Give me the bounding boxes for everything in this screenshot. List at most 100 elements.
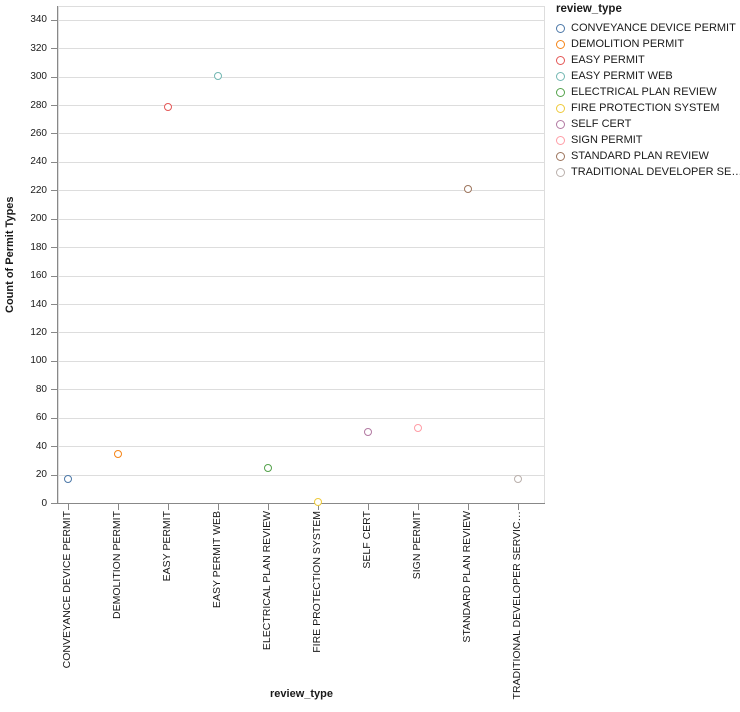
x-tick-label: CONVEYANCE DEVICE PERMIT: [61, 511, 73, 669]
y-tick-label: 160: [30, 270, 47, 282]
data-point: [414, 424, 422, 433]
grid-line: [58, 190, 545, 192]
grid-line: [58, 19, 545, 21]
y-tick-label: 0: [41, 497, 47, 509]
y-tick-label: 40: [35, 440, 47, 452]
grid-line: [58, 161, 545, 163]
y-tick-label: 280: [30, 99, 47, 111]
y-axis-tick: [51, 190, 57, 192]
legend-swatch-circle: [556, 39, 565, 49]
x-axis-title: review_type: [270, 688, 333, 700]
legend-item: TRADITIONAL DEVELOPER SE…: [556, 164, 740, 180]
data-point: [514, 475, 522, 484]
legend-item: CONVEYANCE DEVICE PERMIT: [556, 20, 740, 36]
legend-swatch-circle: [556, 23, 565, 33]
y-tick-label: 200: [30, 213, 47, 225]
y-axis-tick: [51, 332, 57, 334]
x-axis-tick: [517, 504, 519, 510]
x-tick-label: DEMOLITION PERMIT: [111, 511, 123, 619]
data-point: [314, 498, 322, 507]
y-axis-tick: [51, 133, 57, 135]
x-axis-tick: [317, 504, 319, 510]
y-axis-tick: [51, 19, 57, 21]
grid-line: [58, 332, 545, 334]
legend-swatch-circle: [556, 55, 565, 65]
y-tick-label: 220: [30, 184, 47, 196]
data-point: [464, 185, 472, 194]
data-point: [214, 71, 222, 80]
legend-item: STANDARD PLAN REVIEW: [556, 148, 740, 164]
legend-swatch-circle: [556, 87, 565, 97]
legend-item: SIGN PERMIT: [556, 132, 740, 148]
y-tick-label: 80: [35, 383, 47, 395]
y-tick-label: 120: [30, 326, 47, 338]
legend-item: EASY PERMIT WEB: [556, 68, 740, 84]
x-axis-tick: [217, 504, 219, 510]
grid-line: [58, 360, 545, 362]
legend-item-label: ELECTRICAL PLAN REVIEW: [571, 86, 717, 98]
legend-items: CONVEYANCE DEVICE PERMIT DEMOLITION PERMI…: [556, 20, 740, 180]
y-axis-tick: [51, 360, 57, 362]
legend-item: FIRE PROTECTION SYSTEM: [556, 100, 740, 116]
legend: review_type CONVEYANCE DEVICE PERMIT DEMO…: [556, 3, 740, 180]
y-tick-label: 340: [30, 14, 47, 26]
grid-line: [58, 304, 545, 305]
x-axis-tick: [117, 504, 119, 510]
y-axis-tick: [51, 105, 57, 106]
legend-item: EASY PERMIT: [556, 52, 740, 68]
y-axis-tick: [51, 446, 57, 448]
legend-item: DEMOLITION PERMIT: [556, 36, 740, 52]
x-axis-tick: [67, 504, 69, 510]
y-axis-tick: [51, 304, 57, 305]
y-axis-tick: [51, 218, 57, 220]
x-axis-line: [57, 503, 545, 504]
x-tick-label: EASY PERMIT: [161, 511, 173, 582]
data-point: [64, 475, 72, 484]
legend-swatch-circle: [556, 119, 565, 129]
legend-item: ELECTRICAL PLAN REVIEW: [556, 84, 740, 100]
grid-line: [58, 417, 545, 419]
grid-line: [58, 76, 545, 78]
y-tick-label: 100: [30, 355, 47, 367]
y-axis-tick: [51, 503, 57, 504]
legend-item-label: TRADITIONAL DEVELOPER SE…: [571, 166, 740, 178]
y-axis-tick: [51, 247, 57, 249]
y-tick-label: 260: [30, 127, 47, 139]
x-tick-label: SELF CERT: [361, 511, 373, 569]
y-axis-tick: [51, 161, 57, 163]
x-axis-tick: [467, 504, 469, 510]
y-tick-label: 240: [30, 156, 47, 168]
legend-swatch-circle: [556, 71, 565, 81]
y-tick-label: 300: [30, 71, 47, 83]
y-tick-label: 180: [30, 241, 47, 253]
legend-item-label: SIGN PERMIT: [571, 134, 643, 146]
x-tick-label: STANDARD PLAN REVIEW: [461, 511, 473, 643]
grid-line: [58, 133, 545, 135]
y-tick-label: 320: [30, 42, 47, 54]
x-axis-tick: [267, 504, 269, 510]
x-axis-tick: [417, 504, 419, 510]
y-axis-title: Count of Permit Types: [4, 196, 16, 314]
x-tick-label: SIGN PERMIT: [411, 511, 423, 580]
legend-title: review_type: [556, 3, 622, 15]
x-axis-tick: [367, 504, 369, 510]
y-axis-tick: [51, 389, 57, 391]
data-point: [164, 102, 172, 111]
y-tick-label: 20: [35, 469, 47, 481]
y-tick-label: 140: [30, 298, 47, 310]
x-tick-label: ELECTRICAL PLAN REVIEW: [261, 511, 273, 651]
legend-item: SELF CERT: [556, 116, 740, 132]
y-axis-tick: [51, 474, 57, 476]
data-point: [364, 428, 372, 437]
legend-swatch-circle: [556, 103, 565, 113]
grid-line: [58, 446, 545, 448]
y-axis-tick: [51, 275, 57, 277]
legend-swatch-circle: [556, 135, 565, 145]
legend-item-label: STANDARD PLAN REVIEW: [571, 150, 709, 162]
grid-line: [58, 48, 545, 50]
x-tick-label: TRADITIONAL DEVELOPER SERVIC…: [511, 511, 523, 700]
y-axis-tick: [51, 417, 57, 419]
grid-line: [58, 218, 545, 220]
legend-item-label: FIRE PROTECTION SYSTEM: [571, 102, 720, 114]
